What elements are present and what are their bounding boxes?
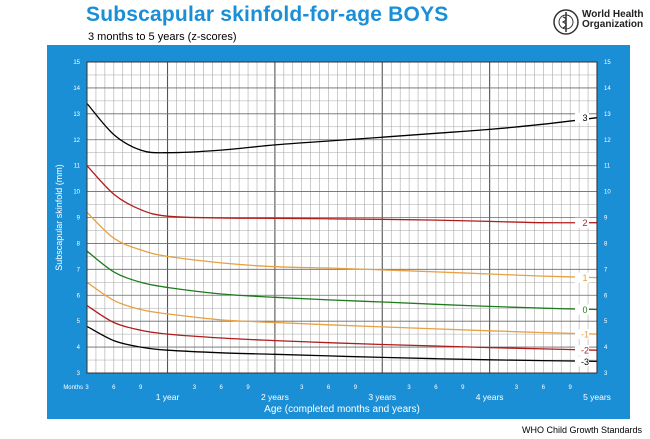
y-tick-label-left: 14	[73, 86, 80, 92]
series-label-backing	[575, 217, 589, 228]
series-end-label: -3	[581, 357, 589, 367]
y-tick-label-left: 6	[77, 293, 81, 299]
y-tick-label-right: 14	[604, 86, 611, 92]
y-tick-label-right: 3	[604, 371, 608, 377]
x-month-tick-label: 6	[327, 385, 331, 391]
who-logo: World Health Organization	[552, 8, 647, 36]
series-end-label: -2	[581, 346, 589, 356]
series-label-backing	[575, 345, 589, 356]
y-tick-label-left: 9	[77, 216, 81, 222]
y-tick-label-right: 12	[604, 138, 611, 144]
x-month-tick-label: 3	[515, 385, 519, 391]
x-month-tick-label: 3	[193, 385, 197, 391]
series-line-z0	[86, 250, 598, 311]
series-line-z1	[86, 211, 598, 279]
x-unit-label: Months	[63, 385, 83, 391]
y-tick-label-left: 10	[73, 190, 80, 196]
y-tick-label-right: 11	[604, 164, 611, 170]
org-name-line1: World Health	[582, 9, 644, 20]
x-month-tick-label: 3	[300, 385, 304, 391]
y-tick-label-left: 4	[77, 345, 81, 351]
y-tick-label-left: 3	[77, 371, 81, 377]
y-tick-label-left: 13	[73, 112, 80, 118]
y-tick-label-right: 8	[604, 241, 608, 247]
x-month-tick-label: 3	[407, 385, 411, 391]
series-end-label: 1	[582, 273, 587, 283]
x-year-tick-label: 2 years	[261, 392, 289, 402]
series-label-backing	[575, 329, 589, 340]
org-name-line2: Organization	[582, 19, 644, 30]
series-label-backing	[575, 304, 589, 315]
series-line-zneg1	[86, 281, 598, 335]
series-end-label: 2	[582, 218, 587, 228]
x-month-tick-label: 6	[220, 385, 224, 391]
y-tick-label-left: 5	[77, 319, 81, 325]
x-month-tick-label: 9	[139, 385, 143, 391]
x-month-tick-label: 9	[568, 385, 572, 391]
x-month-tick-label: 6	[434, 385, 438, 391]
y-tick-label-left: 12	[73, 138, 80, 144]
y-tick-label-right: 6	[604, 293, 608, 299]
series-label-backing	[575, 356, 589, 367]
x-month-tick-label: 9	[354, 385, 358, 391]
who-emblem-icon	[553, 9, 579, 35]
series-label-backing	[575, 272, 589, 283]
series-line-z3	[86, 103, 598, 154]
series-line-z2	[86, 165, 598, 224]
x-month-tick-label: 3	[85, 385, 89, 391]
y-tick-label-right: 4	[604, 345, 608, 351]
series-label-backing	[575, 112, 589, 123]
x-year-tick-label: 3 years	[368, 392, 396, 402]
x-month-tick-label: 9	[246, 385, 250, 391]
y-axis-title: Subscapular skinfold (mm)	[54, 164, 64, 271]
series-line-zneg2	[86, 305, 598, 351]
series-end-label: 3	[582, 113, 587, 123]
x-year-tick-label: 5 years	[583, 392, 611, 402]
y-tick-label-right: 5	[604, 319, 608, 325]
y-tick-label-left: 7	[77, 267, 81, 273]
y-tick-label-right: 15	[604, 60, 611, 66]
x-year-tick-label: 4 years	[476, 392, 504, 402]
plot-border	[86, 61, 598, 374]
footer-credit: WHO Child Growth Standards	[521, 425, 642, 435]
x-month-tick-label: 6	[112, 385, 116, 391]
series-end-label: 0	[582, 305, 587, 315]
x-axis-title: Age (completed months and years)	[264, 404, 420, 415]
x-month-tick-label: 9	[461, 385, 465, 391]
y-tick-label-right: 13	[604, 112, 611, 118]
y-tick-label-left: 8	[77, 241, 81, 247]
page-title: Subscapular skinfold-for-age BOYS	[86, 3, 449, 26]
y-tick-label-right: 10	[604, 190, 611, 196]
chart-subtitle: 3 months to 5 years (z-scores)	[88, 31, 237, 43]
series-end-label: -1	[581, 330, 589, 340]
y-tick-label-left: 15	[73, 60, 80, 66]
y-tick-label-right: 7	[604, 267, 608, 273]
x-year-tick-label: 1 year	[156, 392, 180, 402]
x-month-tick-label: 6	[542, 385, 546, 391]
y-tick-label-right: 9	[604, 216, 608, 222]
y-tick-label-left: 11	[74, 164, 81, 170]
series-line-zneg3	[86, 325, 598, 362]
